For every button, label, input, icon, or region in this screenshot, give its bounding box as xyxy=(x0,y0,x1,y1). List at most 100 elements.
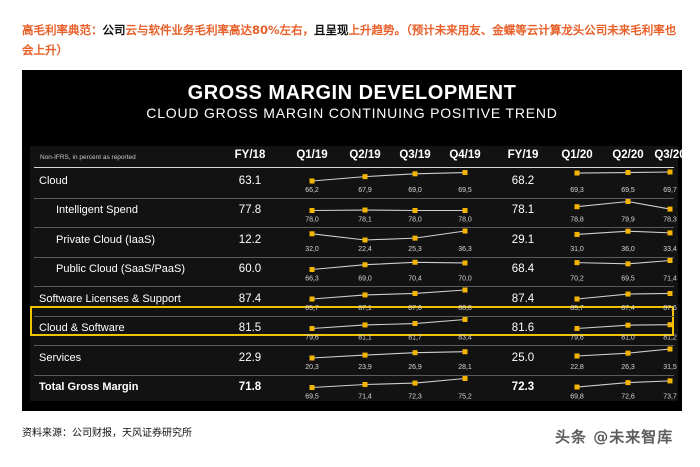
series-line xyxy=(576,259,671,265)
slide-subtitle: CLOUD GROSS MARGIN CONTINUING POSITIVE T… xyxy=(146,105,558,121)
row-divider xyxy=(34,286,674,287)
row-divider xyxy=(34,374,674,376)
row-label: Cloud xyxy=(39,174,68,187)
data-point xyxy=(412,259,418,265)
data-label: 72,6 xyxy=(621,394,635,401)
series-line xyxy=(311,318,466,330)
data-label: 67,9 xyxy=(358,187,372,194)
data-label: 87,6 xyxy=(663,305,677,312)
data-point xyxy=(362,207,368,213)
fy-value: 22.9 xyxy=(238,351,262,364)
fy-value: 68.2 xyxy=(511,174,535,187)
data-point xyxy=(462,228,468,234)
data-point xyxy=(667,230,673,236)
data-label: 78,0 xyxy=(408,217,422,224)
row-label: Total Gross Margin xyxy=(39,381,139,394)
data-point xyxy=(667,322,673,328)
row-label: Cloud & Software xyxy=(39,322,125,335)
column-header: FY/18 xyxy=(234,149,266,161)
fy-value: 29.1 xyxy=(511,233,535,246)
margin-table: Non-IFRS, in percent as reported FY/18 Q1… xyxy=(30,146,686,401)
row-divider xyxy=(34,345,674,346)
column-header: Q3/19 xyxy=(399,149,431,161)
data-label: 81,1 xyxy=(358,335,372,342)
source-note: 资料来源：公司财报，天风证券研究所 xyxy=(22,428,192,439)
data-point xyxy=(412,350,418,356)
data-point xyxy=(574,204,580,210)
data-point xyxy=(574,296,580,302)
data-label: 87,6 xyxy=(408,305,422,312)
data-point xyxy=(574,384,580,390)
data-label: 66,3 xyxy=(305,276,319,283)
data-label: 85,7 xyxy=(305,305,319,312)
data-label: 81,7 xyxy=(408,335,422,342)
data-point xyxy=(667,346,673,352)
caption: 高毛利率典范：公司云与软件业务毛利率高达80%左右，且呈现上升趋势。（预计未来用… xyxy=(22,20,682,60)
data-label: 75,2 xyxy=(458,394,472,401)
fy-value: 87.4 xyxy=(238,292,262,305)
data-label: 79,9 xyxy=(621,217,635,224)
fy-value: 77.8 xyxy=(238,204,262,217)
data-label: 81,2 xyxy=(663,335,677,342)
row-label: Private Cloud (IaaS) xyxy=(56,233,156,246)
caption-part3: 云与软件业务毛利率高达80%左右， xyxy=(125,23,315,37)
data-point xyxy=(625,261,631,267)
data-label: 32,0 xyxy=(305,246,319,253)
data-point xyxy=(574,260,580,266)
fy-value: 78.1 xyxy=(511,204,535,217)
data-label: 26,3 xyxy=(621,364,635,371)
data-label: 88,8 xyxy=(458,305,472,312)
row-label: Software Licenses & Support xyxy=(39,292,181,305)
row-divider xyxy=(34,227,674,228)
data-label: 87,4 xyxy=(621,305,635,312)
data-label: 71,4 xyxy=(663,276,677,283)
data-point xyxy=(309,178,315,184)
row-label: Services xyxy=(39,351,82,364)
data-point xyxy=(667,378,673,384)
column-header: Q2/20 xyxy=(612,149,644,161)
data-point xyxy=(362,382,368,387)
data-label: 69,5 xyxy=(305,394,319,401)
caption-part1: 高毛利率典范： xyxy=(22,23,103,37)
column-header: Q4/19 xyxy=(449,149,481,161)
data-label: 78,8 xyxy=(570,217,584,224)
highlight-box xyxy=(30,306,674,336)
series-line xyxy=(576,230,671,235)
column-header: Q1/20 xyxy=(561,149,593,161)
column-header: Q1/19 xyxy=(296,149,328,161)
data-label: 70,4 xyxy=(408,276,422,283)
data-label: 26,9 xyxy=(408,364,422,371)
column-header: Q2/19 xyxy=(349,149,381,161)
fy-value: 81.5 xyxy=(238,322,262,335)
data-label: 81,0 xyxy=(621,335,635,342)
row-label: Public Cloud (SaaS/PaaS) xyxy=(56,263,186,276)
series-line xyxy=(311,377,466,389)
data-point xyxy=(462,317,468,322)
data-point xyxy=(625,170,631,176)
data-point xyxy=(625,199,631,204)
data-point xyxy=(309,231,315,237)
series-line xyxy=(576,200,671,210)
data-point xyxy=(362,322,368,328)
caption-part4: 且呈现 xyxy=(314,23,349,37)
data-label: 72,3 xyxy=(408,394,422,401)
data-label: 70,2 xyxy=(570,276,584,283)
data-label: 69,7 xyxy=(663,187,677,194)
data-label: 22,4 xyxy=(358,246,372,253)
data-label: 73,7 xyxy=(663,394,677,401)
data-label: 78,0 xyxy=(458,217,472,224)
data-point xyxy=(667,206,673,212)
data-point xyxy=(362,292,368,298)
series-line xyxy=(311,171,466,182)
fy-value: 72.3 xyxy=(511,381,535,394)
fy-value: 87.4 xyxy=(511,292,535,305)
fy-value: 68.4 xyxy=(511,263,535,276)
trend-lines: 66,2 67,9 69,0 69,5 69,3 69,5 69,7 78,0 78,1 78,0… xyxy=(305,169,677,401)
data-point xyxy=(309,326,315,331)
data-label: 69,0 xyxy=(358,276,372,283)
data-label: 69,5 xyxy=(458,187,472,194)
data-label: 69,3 xyxy=(570,187,584,194)
data-label: 31,0 xyxy=(570,246,584,253)
table-note: Non-IFRS, in percent as reported xyxy=(40,154,136,161)
data-label: 66,2 xyxy=(305,187,319,194)
